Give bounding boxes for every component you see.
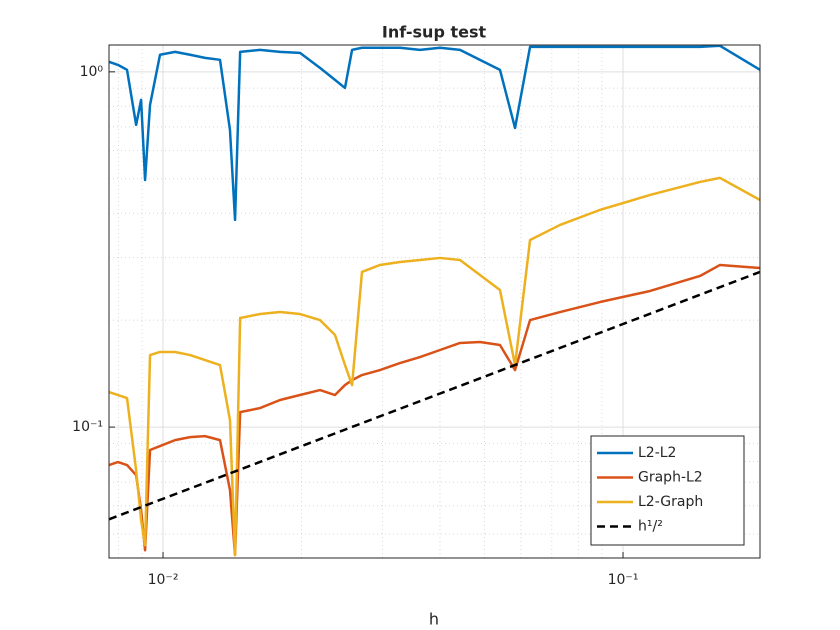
series-line <box>108 263 761 557</box>
x-axis-label: h <box>429 610 439 629</box>
x-tick-label: 10⁻² <box>148 572 179 588</box>
y-tick-label: 10⁰ <box>80 64 104 80</box>
legend-label: L2-L2 <box>638 445 676 461</box>
series-line <box>108 176 761 557</box>
series-line <box>108 44 761 222</box>
axes-box <box>108 44 761 559</box>
legend-label: h¹/² <box>638 519 663 535</box>
chart-title: Inf-sup test <box>382 23 487 42</box>
y-tick-label: 10⁻¹ <box>72 419 103 435</box>
legend-label: Graph-L2 <box>638 470 703 486</box>
x-tick-label: 10⁻¹ <box>608 572 639 588</box>
legend-label: L2-Graph <box>638 494 703 510</box>
